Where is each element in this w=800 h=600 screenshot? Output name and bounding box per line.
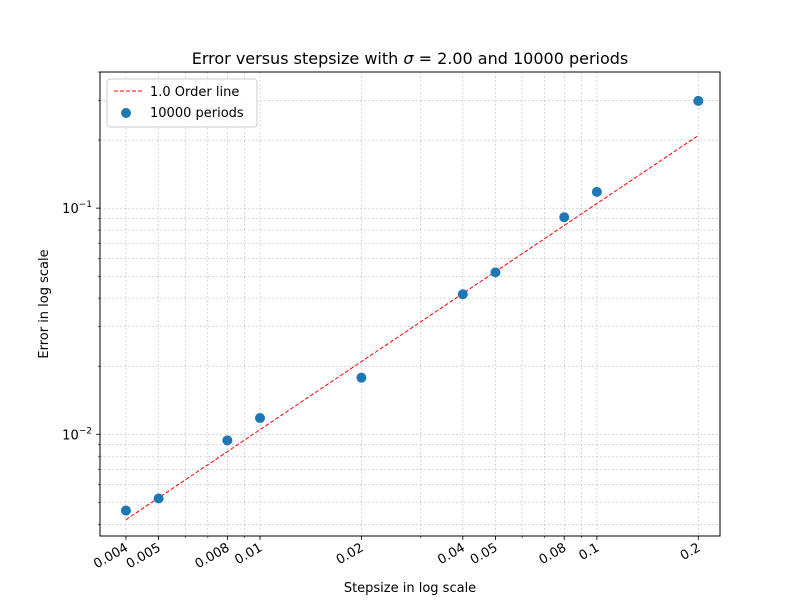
- order-line-series: [125, 135, 699, 521]
- grid: [100, 71, 720, 536]
- data-point: [222, 435, 233, 446]
- y-axis-label: Error in log scale: [37, 249, 52, 358]
- y-axis-ticks: 10−2 10−1: [62, 71, 100, 525]
- data-point: [356, 372, 367, 383]
- data-point: [591, 186, 602, 197]
- legend-label-order-line: 1.0 Order line: [150, 85, 239, 100]
- legend-box: [106, 78, 258, 128]
- chart-title: Error versus stepsize with σ = 2.00 and …: [192, 49, 629, 68]
- data-point: [490, 267, 501, 278]
- y-tick-label: 10−1: [62, 200, 92, 217]
- y-tick-label: 10−2: [62, 426, 92, 443]
- data-point: [457, 289, 468, 300]
- scatter-series: [120, 95, 704, 516]
- legend: 1.0 Order line 10000 periods: [106, 78, 258, 128]
- plot-area-frame: [99, 71, 721, 537]
- data-point: [153, 493, 164, 504]
- legend-label-periods: 10000 periods: [150, 106, 244, 121]
- data-point: [693, 95, 704, 106]
- data-point: [255, 413, 265, 424]
- data-point: [120, 505, 131, 516]
- x-axis-label: Stepsize in log scale: [344, 581, 476, 596]
- legend-marker-swatch: [121, 108, 131, 118]
- order-line: [125, 135, 699, 521]
- data-point: [559, 212, 570, 223]
